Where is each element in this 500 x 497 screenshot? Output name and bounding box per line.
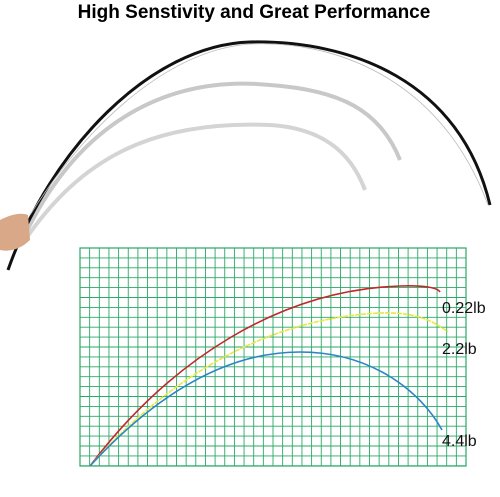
rod [6,40,492,271]
curve-label: 0.22lb [442,300,486,317]
grid-border [79,247,467,467]
title: High Senstivity and Great Performance [78,2,431,23]
rod-faded [23,81,402,236]
grid [79,247,467,467]
curve-label: 2.2lb [442,341,477,358]
hand [0,213,30,251]
curve-yellow [89,312,449,467]
curve-blue [89,351,443,467]
rod-faded [23,122,367,242]
rod-line [29,43,489,216]
curve-label: 4.4lb [442,433,477,450]
curve-red [89,285,441,467]
